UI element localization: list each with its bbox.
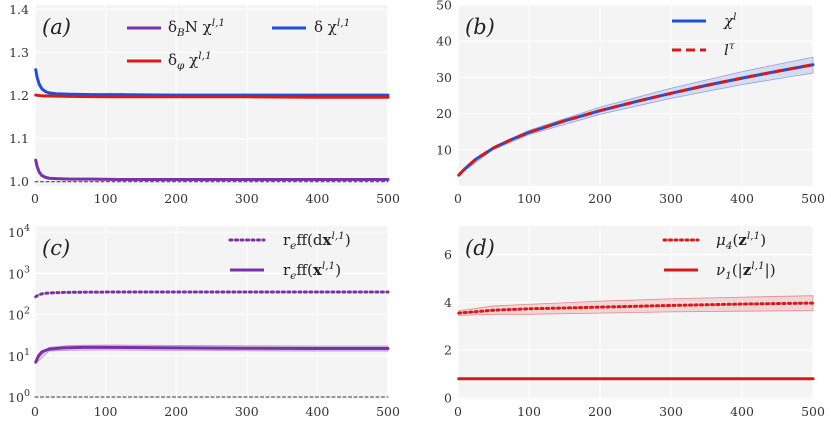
x-tick-label: 400 (730, 404, 754, 419)
y-tick-label: 1.0 (9, 174, 29, 189)
x-tick-label: 500 (376, 404, 400, 419)
y-tick-label: 50 (436, 0, 452, 13)
plot-area (458, 5, 813, 186)
series-line-0 (34, 68, 390, 97)
legend-label: δφ χl,1 (168, 50, 212, 72)
y-tick-label: 1.1 (9, 131, 29, 146)
x-tick-label: 200 (164, 191, 188, 206)
x-tick-label: 200 (588, 404, 612, 419)
series-line-0 (457, 301, 815, 315)
y-tick-label: 104 (8, 223, 30, 240)
legend: μ4(zl,1) ν1(|zl,1|) (662, 230, 776, 282)
y-tick-label: 1.4 (9, 2, 29, 17)
x-tick-label: 200 (588, 191, 612, 206)
y-tick-label: 6 (444, 247, 452, 262)
panel-b: 0 100 200 300 400 500 10 20 30 40 50 (b) χl lτ (436, 0, 825, 206)
x-tick-label: 400 (305, 404, 329, 419)
x-tick-label: 200 (164, 404, 188, 419)
series-line-2 (34, 158, 390, 182)
series-line-1 (457, 63, 814, 177)
panel-label: (a) (42, 15, 71, 39)
x-tick-label: 500 (376, 191, 400, 206)
x-tick-label: 0 (454, 404, 462, 419)
panel-d: 0 100 200 300 400 500 0 2 4 6 (d) μ4(zl,1) ν1(|zl,1|… (444, 226, 825, 419)
legend-label: δ χl,1 (314, 17, 350, 36)
series-line-1 (34, 345, 390, 364)
y-tick-label: 1.2 (9, 88, 29, 103)
legend-label: reff(xl,1) (283, 260, 341, 282)
x-tick-label: 400 (305, 191, 329, 206)
x-tick-label: 400 (730, 191, 754, 206)
x-tick-label: 500 (801, 191, 825, 206)
legend-label: μ4(zl,1) (716, 230, 766, 252)
y-tick-label: 101 (8, 347, 30, 364)
panel-a: 0 100 200 300 400 500 1.0 1.1 1.2 1.3 1.4 (a) δBN χl… (9, 2, 400, 206)
x-tick-label: 100 (517, 404, 541, 419)
x-tick-label: 100 (94, 404, 118, 419)
y-tick-label: 102 (8, 306, 30, 323)
x-tick-label: 100 (517, 191, 541, 206)
x-tick-label: 500 (801, 404, 825, 419)
x-tick-label: 300 (659, 191, 683, 206)
legend-label: lτ (724, 40, 735, 59)
series-line-0 (34, 290, 390, 299)
y-tick-label: 2 (444, 343, 452, 358)
panel-label: (d) (465, 236, 495, 260)
x-tick-label: 0 (31, 404, 39, 419)
y-tick-label: 0 (444, 390, 452, 405)
panel-label: (c) (42, 236, 70, 260)
y-tick-label: 10 (436, 142, 452, 157)
y-tick-label: 103 (8, 264, 30, 281)
x-tick-label: 0 (31, 191, 39, 206)
x-tick-label: 100 (94, 191, 118, 206)
x-tick-label: 0 (454, 191, 462, 206)
x-tick-label: 300 (659, 404, 683, 419)
legend: χl lτ (672, 11, 736, 59)
y-tick-label: 30 (436, 70, 452, 85)
y-tick-label: 1.3 (9, 45, 29, 60)
x-tick-label: 300 (235, 191, 259, 206)
legend-label: δBN χl,1 (168, 17, 225, 39)
y-tick-label: 4 (444, 295, 452, 310)
y-tick-label: 40 (436, 34, 452, 49)
legend-label: χl (723, 11, 736, 30)
legend-label: ν1(|zl,1|) (716, 260, 776, 282)
y-tick-label: 20 (436, 106, 452, 121)
legend-label: reff(dxl,1) (283, 230, 351, 252)
series-line-1 (34, 93, 390, 99)
legend: reff(dxl,1) reff(xl,1) (228, 230, 351, 282)
legend: δBN χl,1 δ χl,1 δφ χl,1 (127, 17, 350, 72)
y-tick-label: 100 (8, 388, 30, 405)
panel-label: (b) (465, 15, 495, 39)
plot-area (35, 226, 388, 399)
x-tick-label: 300 (235, 404, 259, 419)
